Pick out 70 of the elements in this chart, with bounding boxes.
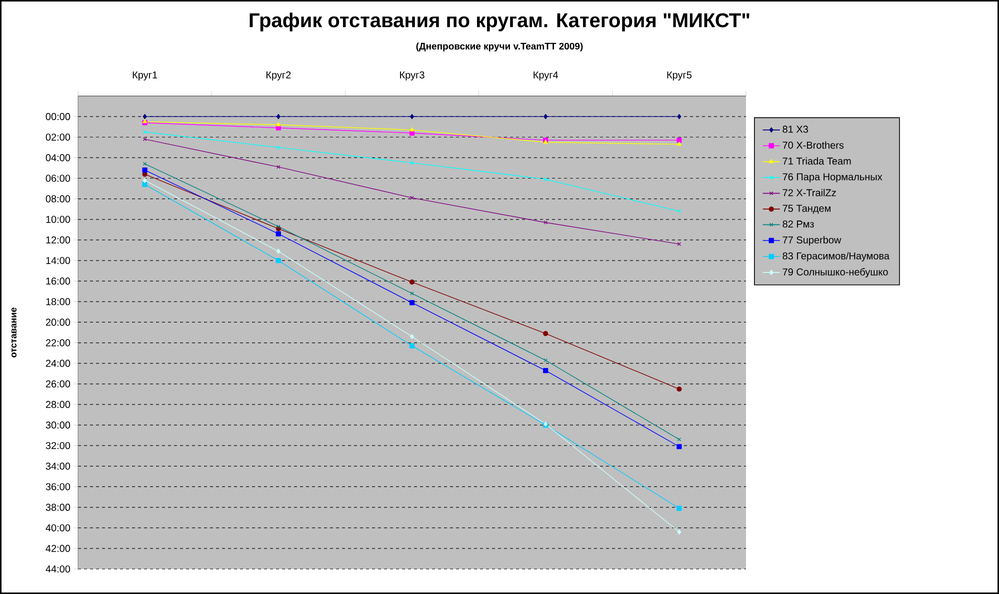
y-tick-label: 12:00 — [46, 236, 70, 244]
point — [543, 330, 548, 336]
legend-label: 79 Солнышко-небушко — [782, 268, 888, 278]
legend-label: 82 Рмз — [782, 220, 814, 228]
y-tick-label: 24:00 — [46, 360, 70, 367]
y-tick-label: 30:00 — [46, 422, 70, 429]
x-tick-label: Круг1 — [132, 72, 158, 80]
x-tick-label: Круг5 — [667, 72, 692, 80]
point — [142, 114, 147, 120]
y-tick-label: 42:00 — [46, 544, 70, 552]
point — [276, 122, 281, 126]
point — [544, 114, 548, 120]
point — [276, 231, 281, 236]
y-tick-label: 00:00 — [46, 113, 70, 120]
point — [677, 114, 682, 120]
point — [410, 114, 414, 120]
y-tick-label: 08:00 — [46, 195, 70, 202]
y-tick-label: 44:00 — [46, 565, 70, 573]
point — [410, 127, 414, 132]
y-tick-label: 06:00 — [46, 174, 70, 182]
point — [676, 386, 682, 392]
legend-label: 77 Superbow — [782, 236, 842, 246]
x-tick-label: Круг3 — [400, 71, 424, 80]
y-tick-label: 38:00 — [46, 504, 70, 511]
x-tick-label: Круг4 — [534, 72, 558, 80]
point — [276, 224, 280, 228]
legend-label: 81 X3 — [782, 126, 808, 133]
y-tick-label: 16:00 — [46, 278, 70, 285]
point — [142, 167, 148, 173]
point — [276, 258, 281, 264]
legend-label: 83 Герасимов/Наумова — [782, 252, 890, 262]
legend-label: 75 Тандем — [782, 204, 831, 214]
x-tick-label: Круг2 — [266, 71, 291, 80]
chart-subtitle: (Днепровские кручи v.TeamTT 2009) — [416, 42, 583, 52]
point — [276, 248, 280, 254]
y-tick-label: 02:00 — [46, 134, 70, 141]
y-tick-label: 10:00 — [46, 216, 70, 223]
point — [543, 368, 548, 374]
point — [676, 138, 682, 143]
y-tick-label: 32:00 — [46, 442, 70, 450]
point — [409, 343, 415, 348]
y-tick-label: 26:00 — [46, 380, 70, 388]
y-tick-label: 04:00 — [46, 154, 70, 162]
legend-label: 70 X-Brothers — [782, 141, 844, 149]
point — [276, 114, 280, 120]
y-tick-label: 20:00 — [46, 318, 70, 326]
point — [409, 300, 415, 306]
y-tick-label: 28:00 — [46, 400, 70, 408]
y-tick-label: 36:00 — [46, 483, 70, 490]
y-tick-label: 18:00 — [46, 298, 70, 306]
point — [410, 334, 414, 340]
legend-label: 72 X-TrailZz — [782, 188, 836, 196]
y-tick-label: 40:00 — [46, 524, 70, 532]
y-tick-label: 14:00 — [46, 256, 70, 264]
y-tick-label: 22:00 — [46, 339, 70, 346]
point — [409, 280, 415, 285]
y-tick-label: 34:00 — [46, 462, 70, 470]
point — [676, 142, 682, 146]
point — [676, 506, 682, 511]
point — [677, 529, 682, 535]
legend-label: 71 Triada Team — [782, 157, 851, 165]
point — [276, 165, 280, 169]
point — [544, 220, 548, 224]
point — [676, 444, 682, 450]
point — [142, 178, 147, 183]
point — [410, 292, 414, 296]
y-axis-title: отставание — [12, 308, 16, 358]
point — [142, 182, 148, 187]
legend-label: 76 Пара Нормальных — [782, 173, 882, 182]
chart-title: График отставания по кругам. Категория "МИКСТ" — [250, 12, 750, 32]
